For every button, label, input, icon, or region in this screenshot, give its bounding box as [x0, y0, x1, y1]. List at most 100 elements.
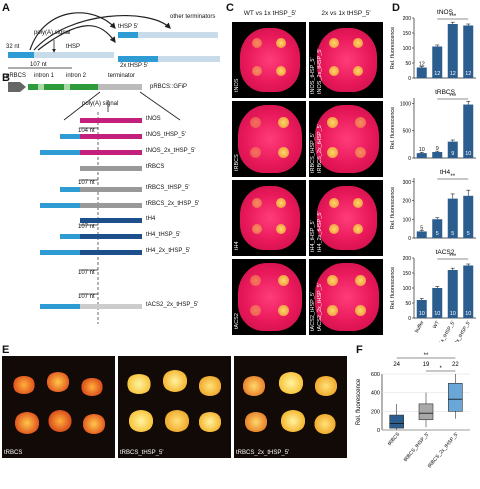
n-label: 9	[436, 146, 439, 152]
y-tick-label: 50	[405, 301, 411, 307]
construct-label: tNOS_tHSP_5'	[146, 132, 186, 138]
panel-c-header-left: WT vs 1x tHSP_5'	[243, 10, 297, 17]
bar	[463, 265, 474, 318]
bar	[447, 141, 458, 158]
y-axis-label: Rel. fluorescence	[390, 187, 396, 230]
row-label: tH4_2x_tHSP_5'	[317, 211, 323, 253]
construct-label: tRBCS_tHSP_5'	[146, 185, 190, 191]
n-label: 10	[434, 311, 440, 317]
y-tick-label: 0	[408, 236, 411, 242]
terminator-label: terminator	[108, 73, 136, 79]
bar	[432, 288, 443, 318]
y-tick-label: 200	[371, 409, 380, 415]
row-label: tNOS_2x_tHSP_5'	[317, 48, 323, 94]
row-label: tACS2	[234, 313, 240, 329]
y-tick-label: 100	[403, 217, 412, 223]
y-tick-label: 400	[371, 391, 380, 397]
nt104-label: 104 nt	[78, 128, 95, 134]
panel-a-diagram	[8, 12, 220, 69]
gfp-label: pRBCS::GFiP	[150, 84, 188, 90]
chart-title: tRBCS	[435, 89, 456, 96]
construct-label: tRBCS	[146, 164, 165, 170]
n-label: 12	[450, 71, 456, 77]
n-label: 22	[452, 362, 459, 368]
row-label: tRBCS_tHSP_5'	[310, 133, 316, 173]
n-label: 10	[465, 151, 471, 157]
panel-label-b: B	[2, 72, 10, 84]
y-axis-label: Rel. fluorescence	[356, 378, 362, 425]
y-tick-label: 500	[403, 129, 412, 135]
sig-label: *	[439, 366, 442, 372]
y-axis-label: Rel. fluorescence	[390, 27, 396, 70]
n-label: 12	[434, 71, 440, 77]
plant-label: tRBCS	[4, 450, 23, 456]
y-tick-label: 0	[408, 156, 411, 162]
bar	[463, 104, 474, 158]
leaf-image: tNOS_tHSP_5' tNOS_2x_tHSP_5'	[309, 22, 383, 98]
n-label: 10	[419, 147, 425, 153]
row-label: tH4_tHSP_5'	[310, 220, 316, 252]
y-tick-label: 0	[408, 76, 411, 82]
nt107-label-b3: 107 nt	[78, 270, 95, 276]
plant-label: tRBCS_tHSP_5'	[120, 450, 164, 456]
row-label: tH4	[234, 241, 240, 250]
x-tick-label: buffer	[414, 320, 426, 334]
row-label: tRBCS_2x_tHSP_5'	[317, 124, 323, 173]
n-label: 9	[451, 151, 454, 157]
n-label: 12	[465, 71, 471, 77]
polya-label-a: poly(A) signal	[34, 30, 71, 36]
bar	[463, 25, 474, 78]
construct-label: tACS2_2x_tHSP_5'	[146, 302, 199, 308]
sig-label: ***	[449, 14, 457, 20]
plant-image: tRBCS_tHSP_5'	[118, 356, 231, 458]
y-tick-label: 200	[403, 16, 412, 22]
bar	[447, 198, 458, 238]
n-label: 12	[419, 62, 425, 68]
intron1-label: intron 1	[34, 73, 55, 79]
construct-label: tRBCS_2x_tHSP_5'	[146, 201, 200, 207]
panel-label-c: C	[226, 2, 234, 14]
row-label: tACS2_2x_tHSP_5'	[317, 283, 323, 331]
y-tick-label: 150	[403, 271, 412, 277]
n-label: 5	[436, 231, 439, 237]
leaf-image: tACS2	[232, 259, 306, 335]
y-tick-label: 200	[403, 199, 412, 205]
panel-label-a: A	[2, 2, 10, 14]
n-label: 10	[465, 311, 471, 317]
other-terminators-label: other terminators	[170, 14, 216, 20]
plant-image: tRBCS	[2, 356, 115, 458]
y-tick-label: 0	[377, 428, 380, 434]
panel-label-f: F	[356, 344, 363, 356]
box	[389, 414, 404, 429]
construct-label: tNOS_2x_tHSP_5'	[146, 148, 196, 154]
intron2-label: intron 2	[66, 73, 87, 79]
row-label: tRBCS	[234, 154, 240, 171]
bar	[416, 231, 427, 238]
box	[448, 383, 463, 412]
polya-label-b: poly(A) signal	[82, 101, 119, 107]
y-tick-label: 100	[403, 46, 412, 52]
bar	[447, 24, 458, 78]
y-tick-label: 100	[403, 286, 412, 292]
thsp-label: tHSP	[66, 44, 81, 50]
construct-label: tNOS	[146, 116, 161, 122]
y-tick-label: 50	[405, 61, 411, 67]
n-label: 5	[467, 231, 470, 237]
plant-label: tRBCS_2x_tHSP_5'	[236, 450, 290, 456]
thsp2x-label: 2x tHSP 5'	[120, 63, 149, 69]
chart-title: tACS2	[436, 249, 455, 256]
y-tick-label: 0	[408, 316, 411, 322]
n-label: 19	[423, 362, 430, 368]
nt107-label-b4: 107 nt	[78, 294, 95, 300]
y-tick-label: 300	[403, 180, 412, 186]
leaf-image: tRBCS_tHSP_5' tRBCS_2x_tHSP_5'	[309, 101, 383, 177]
x-tick-label: tRBCS	[387, 431, 402, 447]
leaf-image: tACS2_tHSP_5' tACS2_2x_tHSP_5'	[309, 259, 383, 335]
construct-label: tH4_tHSP_5'	[146, 232, 181, 238]
leaf-image: tNOS	[232, 22, 306, 98]
bar	[416, 67, 427, 78]
construct-label: tH4	[146, 216, 156, 222]
panel-c-header-right: 2x vs 1x tHSP_5'	[321, 10, 371, 17]
nt107-label-b2: 107 nt	[78, 224, 95, 230]
